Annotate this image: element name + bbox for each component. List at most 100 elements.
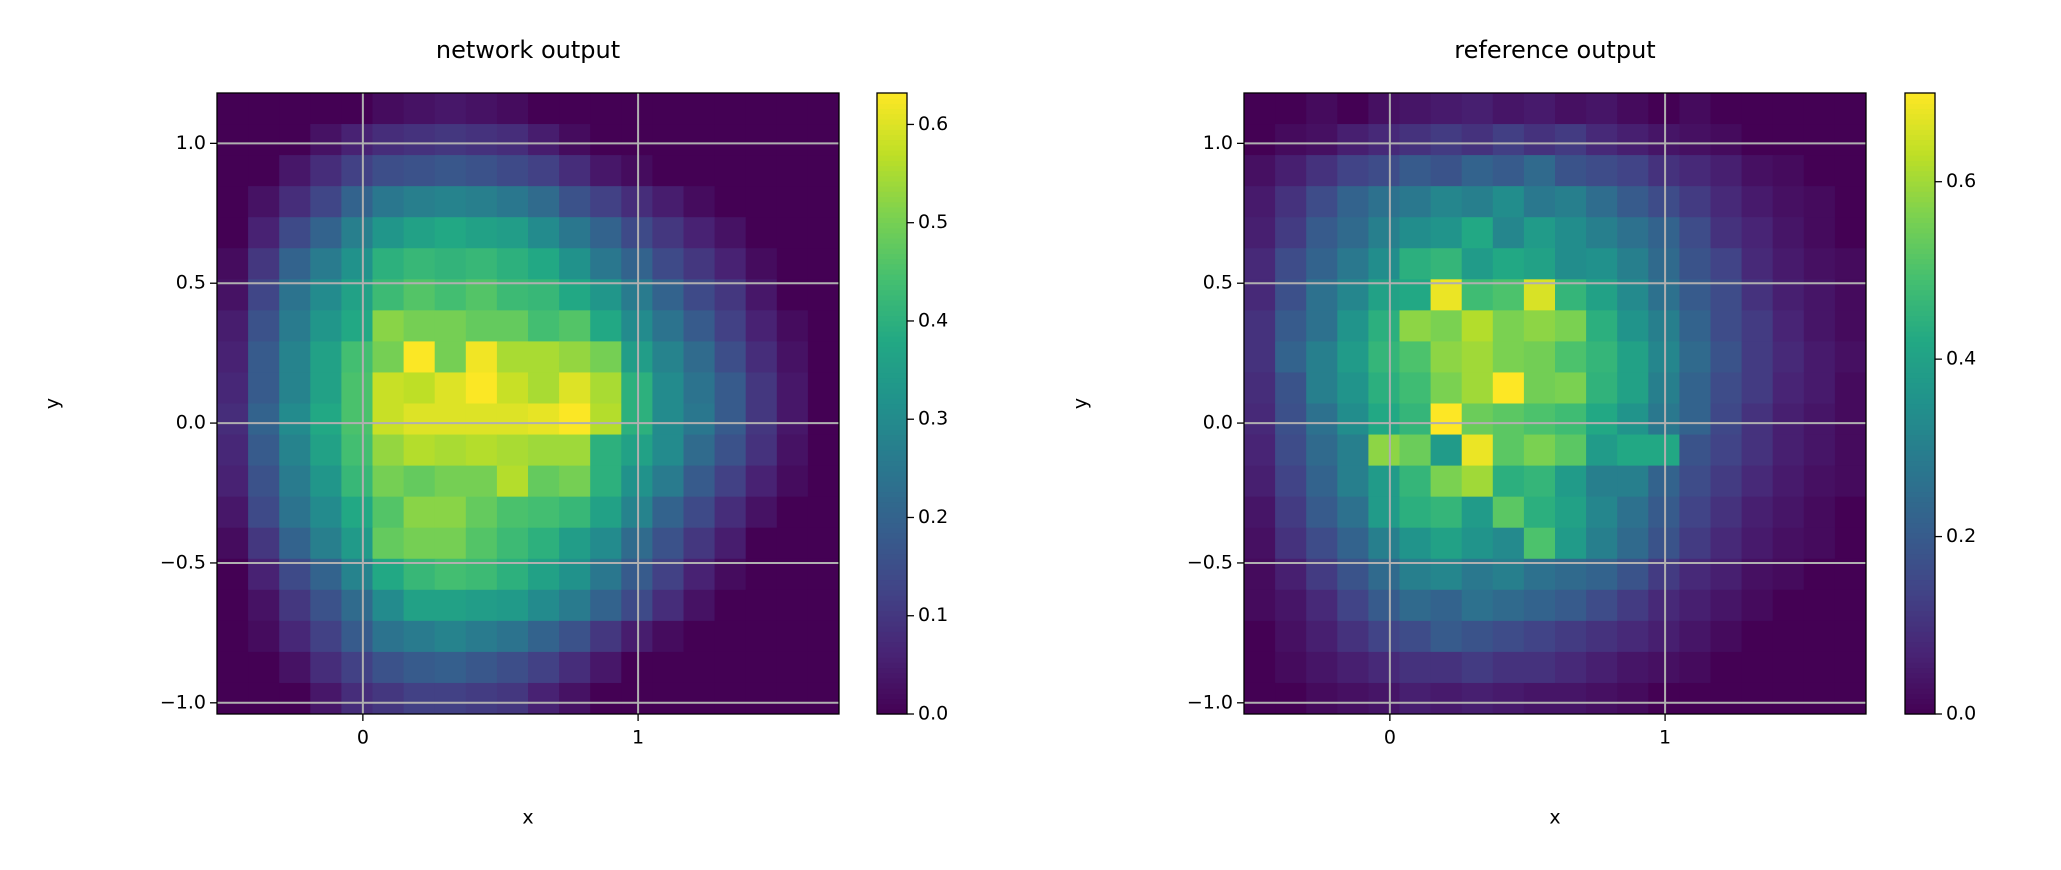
colorbar-segment [1905,124,1935,130]
colorbar-segment [877,475,907,482]
colorbar-segment [1905,170,1935,177]
heatmap-cell [1461,279,1494,311]
heatmap-cell [1492,682,1525,715]
colorbar-segment [1905,93,1935,99]
heatmap-cell [1617,682,1649,715]
heatmap-cell [559,651,591,684]
heatmap-cell [248,124,280,156]
colorbar-segment [877,569,907,575]
heatmap-cell [776,310,809,342]
colorbar-segment [877,294,907,301]
colorbar-segment [1905,522,1935,529]
colorbar-segment [1905,300,1935,306]
heatmap-cell [1679,682,1711,715]
colorbar-segment [877,501,907,508]
heatmap-cell [807,186,840,218]
heatmap-cell [590,93,622,125]
heatmap-cell [1275,248,1307,280]
heatmap-cell [745,217,778,249]
heatmap-cell [1368,93,1400,125]
colorbar-segment [877,698,907,705]
heatmap-cell [403,217,436,249]
heatmap-cell [1368,620,1400,653]
heatmap-cell [1617,217,1649,249]
heatmap-cell [652,589,684,622]
heatmap-cell [1306,589,1338,622]
heatmap-cell [1368,341,1400,373]
heatmap-cell [1399,248,1432,280]
heatmap-cell [1275,403,1307,436]
heatmap-cell [776,403,809,436]
chart-title: reference output [1454,36,1655,64]
colorbar-segment [1905,667,1935,674]
heatmap-cell [1803,620,1836,653]
heatmap-cell [403,403,436,436]
heatmap-cell [1399,279,1432,311]
heatmap-cell [714,620,747,653]
heatmap-cell [1492,651,1525,684]
heatmap-cell [1244,310,1276,342]
heatmap-cell [559,279,591,311]
heatmap-cell [1617,93,1649,125]
colorbar-segment [877,594,907,601]
heatmap-cell [528,341,560,373]
heatmap-cell [590,372,622,404]
heatmap-cell [1337,217,1369,249]
heatmap-cell [1617,558,1649,591]
heatmap-cell [1586,558,1618,591]
heatmap-cell [1586,496,1618,529]
heatmap-cell [1461,620,1494,653]
heatmap-cell [341,651,373,684]
colorbar-segment [877,496,907,503]
colorbar-segment [877,124,907,130]
x-tick-label: 0 [357,727,369,749]
y-tick-label: 1.0 [176,132,206,154]
heatmap-cell [1306,496,1338,529]
colorbar-segment [877,165,907,172]
heatmap-cell [528,279,560,311]
heatmap-cell [496,589,529,622]
heatmap-cell [217,589,249,622]
heatmap-cell [1430,310,1463,342]
heatmap-cell [1586,620,1618,653]
heatmap-cell [714,496,747,529]
colorbar-segment [1905,450,1935,456]
heatmap-cell [1555,124,1587,156]
heatmap-cell [1834,496,1867,529]
heatmap-cell [1617,279,1649,311]
colorbar-segment [1905,646,1935,653]
heatmap-cell [1834,620,1867,653]
colorbar-tick-label: 0.2 [918,506,948,528]
heatmap-cell [1586,527,1618,560]
heatmap-cell [217,651,249,684]
colorbar-segment [877,377,907,384]
colorbar-segment [1905,346,1935,353]
heatmap-cell [217,279,249,311]
heatmap-cell [1337,434,1369,467]
heatmap-cell [1368,186,1400,218]
heatmap-cell [1772,620,1805,653]
heatmap-cell [1710,155,1743,187]
heatmap-cell [1834,589,1867,622]
heatmap-cell [745,124,778,156]
heatmap-cell [248,155,280,187]
heatmap-cell [1399,93,1432,125]
colorbar-segment [1905,600,1935,606]
heatmap-cell [217,465,249,498]
colorbar-segment [877,139,907,146]
heatmap-cell [683,217,716,249]
colorbar-segment [877,175,907,182]
heatmap-cell [465,372,498,404]
y-tick-label: 0.0 [1203,412,1233,434]
colorbar-segment [1905,341,1935,348]
heatmap-cell [248,279,280,311]
heatmap-cell [341,527,373,560]
colorbar-segment [1905,688,1935,694]
colorbar-segment [877,108,907,115]
heatmap-cell [590,124,622,156]
heatmap-cell [1772,651,1805,684]
y-tick-label: −0.5 [160,551,206,573]
colorbar-segment [1905,258,1935,265]
colorbar-segment [877,517,907,524]
colorbar-segment [877,584,907,591]
